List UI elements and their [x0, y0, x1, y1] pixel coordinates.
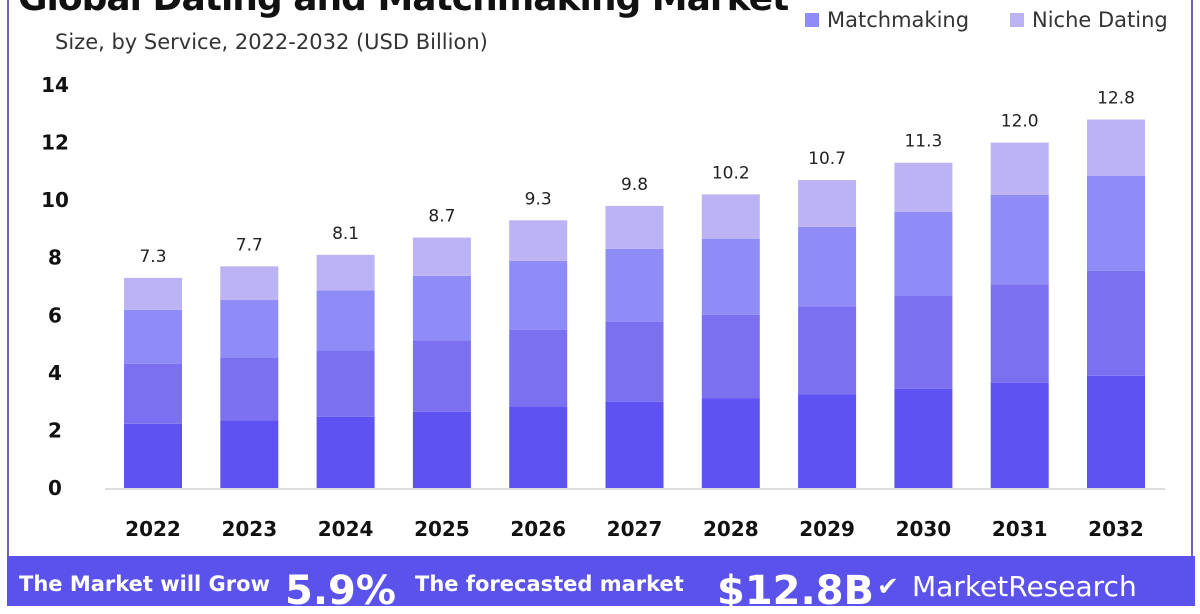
bar-segment-series-1 — [990, 382, 1049, 488]
total-label: 9.3 — [525, 189, 552, 209]
bar-segment-series-2 — [894, 295, 953, 389]
bar-segment-matchmaking — [894, 211, 953, 296]
bar-segment-niche-dating — [509, 220, 568, 261]
y-tick-label: 12 — [41, 131, 69, 155]
bar-segment-matchmaking — [605, 248, 664, 322]
x-tick-label: 2028 — [703, 517, 759, 541]
x-tick-label: 2023 — [221, 517, 277, 541]
bar-segment-series-2 — [1087, 270, 1145, 376]
legend-matchmaking: Matchmaking — [805, 8, 969, 32]
total-label: 7.7 — [236, 235, 263, 255]
bar-segment-series-1 — [1087, 375, 1145, 488]
chart-title: Global Dating and Matchmaking Market — [18, 0, 789, 19]
bar-segment-niche-dating — [605, 205, 664, 249]
legend-swatch — [1010, 13, 1024, 27]
bar-segment-series-2 — [412, 340, 471, 412]
bar-segment-niche-dating — [316, 254, 375, 291]
y-tick-label: 2 — [48, 418, 62, 442]
total-label: 12.8 — [1097, 89, 1135, 109]
bar-segment-matchmaking — [1087, 175, 1145, 271]
x-tick-label: 2032 — [1088, 517, 1144, 541]
x-tick-label: 2022 — [125, 517, 181, 541]
bar-segment-series-1 — [412, 411, 471, 488]
bar-segment-series-1 — [220, 420, 279, 488]
y-tick-label: 4 — [48, 361, 62, 385]
bar-segment-series-2 — [990, 284, 1049, 383]
bar-segment-series-1 — [701, 398, 760, 488]
y-tick-label: 14 — [41, 73, 69, 97]
grow-text: The Market will Grow — [19, 572, 270, 596]
bar-segment-series-2 — [798, 306, 857, 395]
bar-segment-series-2 — [220, 357, 279, 421]
cagr-value: 5.9% — [285, 568, 396, 614]
total-label: 11.3 — [904, 132, 942, 152]
bar-segment-matchmaking — [509, 260, 568, 330]
y-tick-label: 8 — [48, 246, 62, 270]
bar-segment-niche-dating — [798, 179, 857, 227]
bar-chart: 0 2 4 6 8 10 12 14 7.3 2022 7.7 2023 8.1 2024 8.7 2025 9… — [41, 73, 1165, 541]
bar-segment-series-2 — [124, 363, 182, 424]
bar-segment-niche-dating — [412, 237, 471, 276]
bar-segment-series-2 — [509, 329, 568, 407]
x-tick-label: 2026 — [510, 517, 566, 541]
bar-segment-series-1 — [509, 406, 568, 488]
bar-segment-matchmaking — [701, 239, 760, 315]
x-tick-label: 2029 — [799, 517, 855, 541]
bar-segment-matchmaking — [990, 194, 1049, 285]
chart-subtitle: Size, by Service, 2022-2032 (USD Billion… — [55, 30, 488, 54]
y-tick-label: 0 — [48, 476, 62, 500]
total-label: 8.7 — [428, 207, 455, 227]
bar-segment-series-1 — [124, 423, 182, 488]
legend-label: Niche Dating — [1032, 8, 1168, 32]
legend-niche-dating: Niche Dating — [1010, 8, 1168, 32]
x-tick-label: 2024 — [318, 517, 374, 541]
bottom-banner: The Market will Grow 5.9% The forecasted… — [7, 556, 1195, 614]
brand-logo-icon: ✔ — [877, 572, 899, 602]
legend-swatch — [805, 13, 819, 27]
legend-label: Matchmaking — [827, 8, 970, 32]
x-tick-label: 2027 — [607, 517, 663, 541]
x-tick-label: 2031 — [992, 517, 1048, 541]
x-tick-label: 2025 — [414, 517, 470, 541]
y-tick-label: 10 — [41, 188, 69, 212]
total-label: 10.2 — [712, 163, 750, 183]
bar-segment-matchmaking — [798, 226, 857, 307]
y-tick-label: 6 — [48, 303, 62, 327]
bar-segment-niche-dating — [990, 142, 1049, 195]
bar-segment-series-1 — [894, 388, 953, 488]
forecast-text: The forecasted market — [415, 572, 684, 596]
bar-segment-series-2 — [701, 314, 760, 399]
bar-segment-series-1 — [798, 394, 857, 488]
total-label: 10.7 — [808, 149, 846, 169]
bar-segment-niche-dating — [701, 194, 760, 240]
bar-segment-matchmaking — [124, 309, 182, 364]
total-label: 12.0 — [1001, 112, 1039, 132]
bar-segment-niche-dating — [124, 277, 182, 310]
bar-segment-matchmaking — [220, 300, 279, 358]
bar-segment-series-2 — [605, 321, 664, 402]
total-label: 8.1 — [332, 224, 359, 244]
brand-name: MarketResearch — [912, 570, 1137, 603]
bar-segment-series-1 — [316, 416, 375, 488]
total-label: 7.3 — [139, 247, 166, 267]
x-tick-label: 2030 — [896, 517, 952, 541]
bar-segment-series-2 — [316, 350, 375, 417]
bar-segment-niche-dating — [1087, 119, 1145, 176]
bar-segment-niche-dating — [220, 266, 279, 301]
forecast-value: $12.8B — [717, 568, 875, 614]
bar-segment-matchmaking — [316, 290, 375, 351]
bar-segment-niche-dating — [894, 162, 953, 212]
total-label: 9.8 — [621, 175, 648, 195]
bar-segment-series-1 — [605, 401, 664, 488]
bar-segment-matchmaking — [412, 275, 471, 341]
